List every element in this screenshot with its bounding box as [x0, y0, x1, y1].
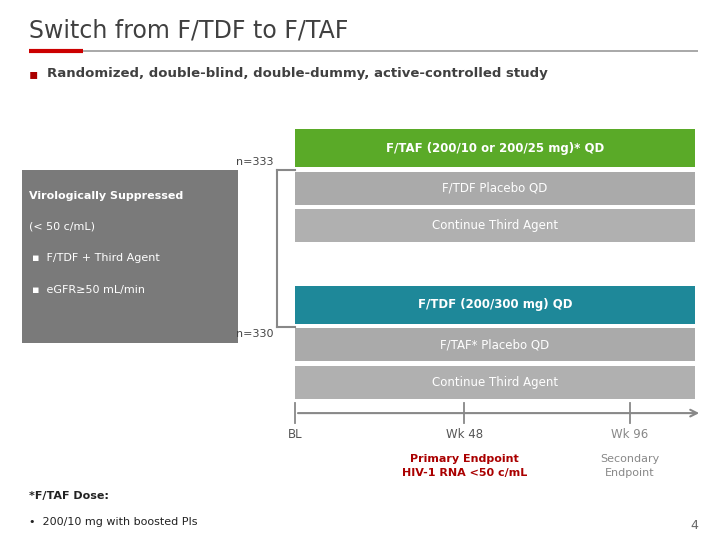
Text: F/TAF (200/10 or 200/25 mg)* QD: F/TAF (200/10 or 200/25 mg)* QD	[386, 141, 604, 155]
Text: F/TDF Placebo QD: F/TDF Placebo QD	[442, 181, 548, 195]
Text: n=330: n=330	[236, 329, 274, 340]
Bar	[295, 328, 695, 361]
Bar	[295, 129, 695, 167]
Text: Virologically Suppressed: Virologically Suppressed	[29, 191, 183, 201]
Text: Secondary
Endpoint: Secondary Endpoint	[600, 454, 660, 477]
Text: Randomized, double-blind, double-dummy, active-controlled study: Randomized, double-blind, double-dummy, …	[47, 68, 547, 80]
Bar	[295, 209, 695, 242]
Text: ▪  F/TDF + Third Agent: ▪ F/TDF + Third Agent	[32, 253, 160, 264]
Text: ▪  eGFR≥50 mL/min: ▪ eGFR≥50 mL/min	[32, 285, 145, 295]
Text: •  200/10 mg with boosted PIs: • 200/10 mg with boosted PIs	[29, 517, 197, 528]
Text: Primary Endpoint
HIV-1 RNA <50 c/mL: Primary Endpoint HIV-1 RNA <50 c/mL	[402, 454, 527, 477]
Bar	[22, 170, 238, 343]
Text: Continue Third Agent: Continue Third Agent	[432, 219, 558, 232]
Text: 4: 4	[690, 519, 698, 532]
Text: (< 50 c/mL): (< 50 c/mL)	[29, 222, 95, 232]
Text: Continue Third Agent: Continue Third Agent	[432, 375, 558, 389]
Text: Wk 48: Wk 48	[446, 428, 483, 441]
Bar	[295, 172, 695, 205]
Text: ▪: ▪	[29, 68, 38, 82]
Bar	[295, 366, 695, 399]
Text: F/TAF* Placebo QD: F/TAF* Placebo QD	[441, 338, 549, 352]
Bar	[295, 286, 695, 324]
Text: Wk 96: Wk 96	[611, 428, 649, 441]
Text: *F/TAF Dose:: *F/TAF Dose:	[29, 491, 109, 502]
Text: n=333: n=333	[236, 157, 274, 167]
Text: Switch from F/TDF to F/TAF: Switch from F/TDF to F/TAF	[29, 19, 348, 43]
Text: F/TDF (200/300 mg) QD: F/TDF (200/300 mg) QD	[418, 298, 572, 312]
Text: BL: BL	[288, 428, 302, 441]
